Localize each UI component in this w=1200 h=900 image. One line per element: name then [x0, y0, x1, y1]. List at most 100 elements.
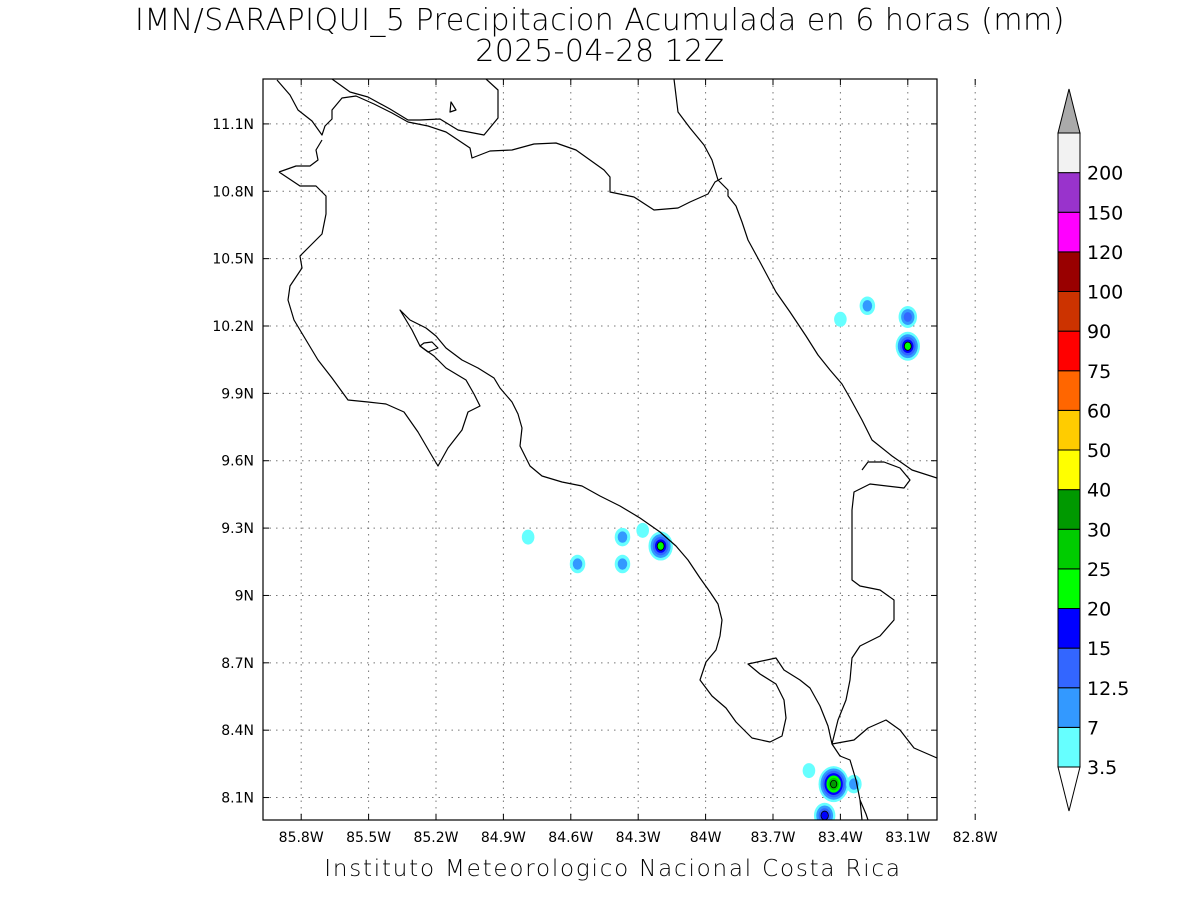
- map-frame: [262, 78, 938, 821]
- colorbar-swatch: [1057, 528, 1081, 570]
- colorbar-label: 15: [1087, 638, 1111, 660]
- lon-tick-label: 85.5W: [346, 830, 391, 846]
- nicaragua-border: [276, 79, 723, 211]
- rain-contour-level: [656, 541, 665, 551]
- rain-contour-level: [617, 531, 628, 543]
- lon-tick-label: 83.4W: [818, 830, 863, 846]
- lat-tick-label: 9N: [235, 588, 254, 604]
- burica-coast: [831, 719, 937, 820]
- rain-cell: [846, 774, 862, 794]
- caribbean-coast-north: [673, 79, 937, 479]
- colorbar-swatch: [1057, 726, 1081, 768]
- rain-cell: [614, 554, 631, 574]
- gulf-island: [419, 341, 439, 353]
- colorbar-swatch: [1057, 330, 1081, 372]
- rain-cell: [813, 802, 836, 820]
- colorbar-label: 30: [1087, 519, 1111, 541]
- lat-tick-label: 10.8N: [212, 184, 254, 200]
- rain-contour-level: [521, 529, 535, 545]
- rain-contour-level: [903, 341, 912, 351]
- rain-cell: [614, 527, 631, 547]
- coastlines: [276, 79, 937, 820]
- lake-shore: [331, 79, 499, 136]
- rain-cell: [636, 522, 649, 538]
- rain-contour-level: [636, 522, 649, 538]
- colorbar-label: 200: [1087, 163, 1123, 185]
- lon-tick-label: 83.7W: [750, 830, 795, 846]
- rain-contour-level: [830, 779, 838, 789]
- colorbar-swatch: [1057, 409, 1081, 451]
- rain-cell: [818, 766, 849, 803]
- colorbar-swatch: [1057, 489, 1081, 530]
- lat-tick-label: 8.7N: [221, 656, 254, 672]
- lat-tick-label: 10.2N: [212, 319, 254, 335]
- colorbar-underflow-arrow: [1057, 766, 1081, 812]
- rain-cell: [521, 529, 535, 545]
- latitude-axis: 8.1N 8.4N 8.7N 9N 9.3N 9.6N 9.9N 10.2N 10.5N 10.8…: [212, 117, 937, 807]
- figure-subtitle-date: 2025-04-28 12Z: [475, 34, 725, 69]
- colorbar-swatch: [1057, 132, 1081, 174]
- rain-cell: [898, 306, 918, 329]
- colorbar-swatch: [1057, 370, 1081, 411]
- pacific-coast-nicoya: [278, 139, 863, 820]
- lat-tick-label: 9.6N: [221, 454, 254, 470]
- colorbar-label: 12.5: [1087, 678, 1129, 700]
- map-panel: [263, 79, 937, 820]
- colorbar-swatch: [1057, 687, 1081, 728]
- lon-tick-label: 84.9W: [481, 830, 526, 846]
- colorbar-swatch: [1057, 211, 1081, 253]
- lon-tick-label: 84.6W: [548, 830, 593, 846]
- lon-tick-label: 82.8W: [953, 830, 998, 846]
- colorbar: 3.5 7 12.5 15 20 25 30 40 50 60 75 90 100 120 150 200: [1057, 88, 1129, 812]
- lat-tick-label: 8.1N: [221, 791, 254, 807]
- colorbar-swatch: [1057, 251, 1081, 292]
- credit-text: Instituto Meteorologico Nacional Costa R…: [324, 856, 902, 882]
- lon-tick-label: 85.2W: [413, 830, 458, 846]
- rain-cell: [648, 531, 673, 561]
- graticule-grid: [263, 79, 976, 820]
- colorbar-label: 60: [1087, 400, 1111, 422]
- rain-contour-level: [960, 390, 973, 405]
- colorbar-label: 40: [1087, 480, 1111, 502]
- colorbar-swatch: [1057, 608, 1081, 649]
- colorbar-label: 3.5: [1087, 757, 1117, 779]
- lon-tick-label: 85.8W: [279, 830, 324, 846]
- rain-cell: [895, 331, 920, 361]
- rain-cell: [945, 337, 961, 356]
- colorbar-label: 90: [1087, 321, 1111, 343]
- lat-tick-label: 9.9N: [221, 386, 254, 402]
- rain-cell: [834, 311, 847, 327]
- colorbar-label: 7: [1087, 717, 1099, 739]
- colorbar-label: 50: [1087, 440, 1111, 462]
- colorbar-label: 25: [1087, 559, 1111, 581]
- lon-tick-label: 84.3W: [616, 830, 661, 846]
- lat-tick-label: 11.1N: [212, 117, 254, 133]
- rain-cell: [859, 296, 876, 316]
- rain-contour-level: [820, 810, 829, 820]
- small-island: [449, 101, 457, 113]
- colorbar-label: 100: [1087, 282, 1123, 304]
- lon-tick-label: 83.1W: [885, 830, 930, 846]
- figure-title: IMN/SARAPIQUI_5 Precipitacion Acumulada …: [135, 3, 1065, 38]
- rain-cell: [802, 763, 816, 779]
- rain-contour-level: [903, 312, 912, 322]
- rain-cell: [960, 390, 973, 405]
- colorbar-label: 150: [1087, 202, 1123, 224]
- colorbar-label: 75: [1087, 361, 1111, 383]
- rain-contour-level: [945, 337, 961, 356]
- precipitation-field: [521, 296, 973, 820]
- rain-contour-level: [802, 763, 816, 779]
- lon-tick-label: 84W: [690, 830, 722, 846]
- lat-tick-label: 8.4N: [221, 723, 254, 739]
- colorbar-swatch: [1057, 291, 1081, 332]
- colorbar-overflow-arrow: [1057, 88, 1081, 134]
- panama-border: [831, 461, 911, 745]
- colorbar-label: 120: [1087, 242, 1123, 264]
- rain-contour-level: [617, 558, 628, 570]
- longitude-axis: 85.8W 85.5W 85.2W 84.9W 84.6W 84.3W 84W 83.7W 83…: [279, 79, 998, 846]
- rain-contour-level: [862, 300, 873, 312]
- colorbar-swatch: [1057, 647, 1081, 689]
- colorbar-swatch: [1057, 172, 1081, 213]
